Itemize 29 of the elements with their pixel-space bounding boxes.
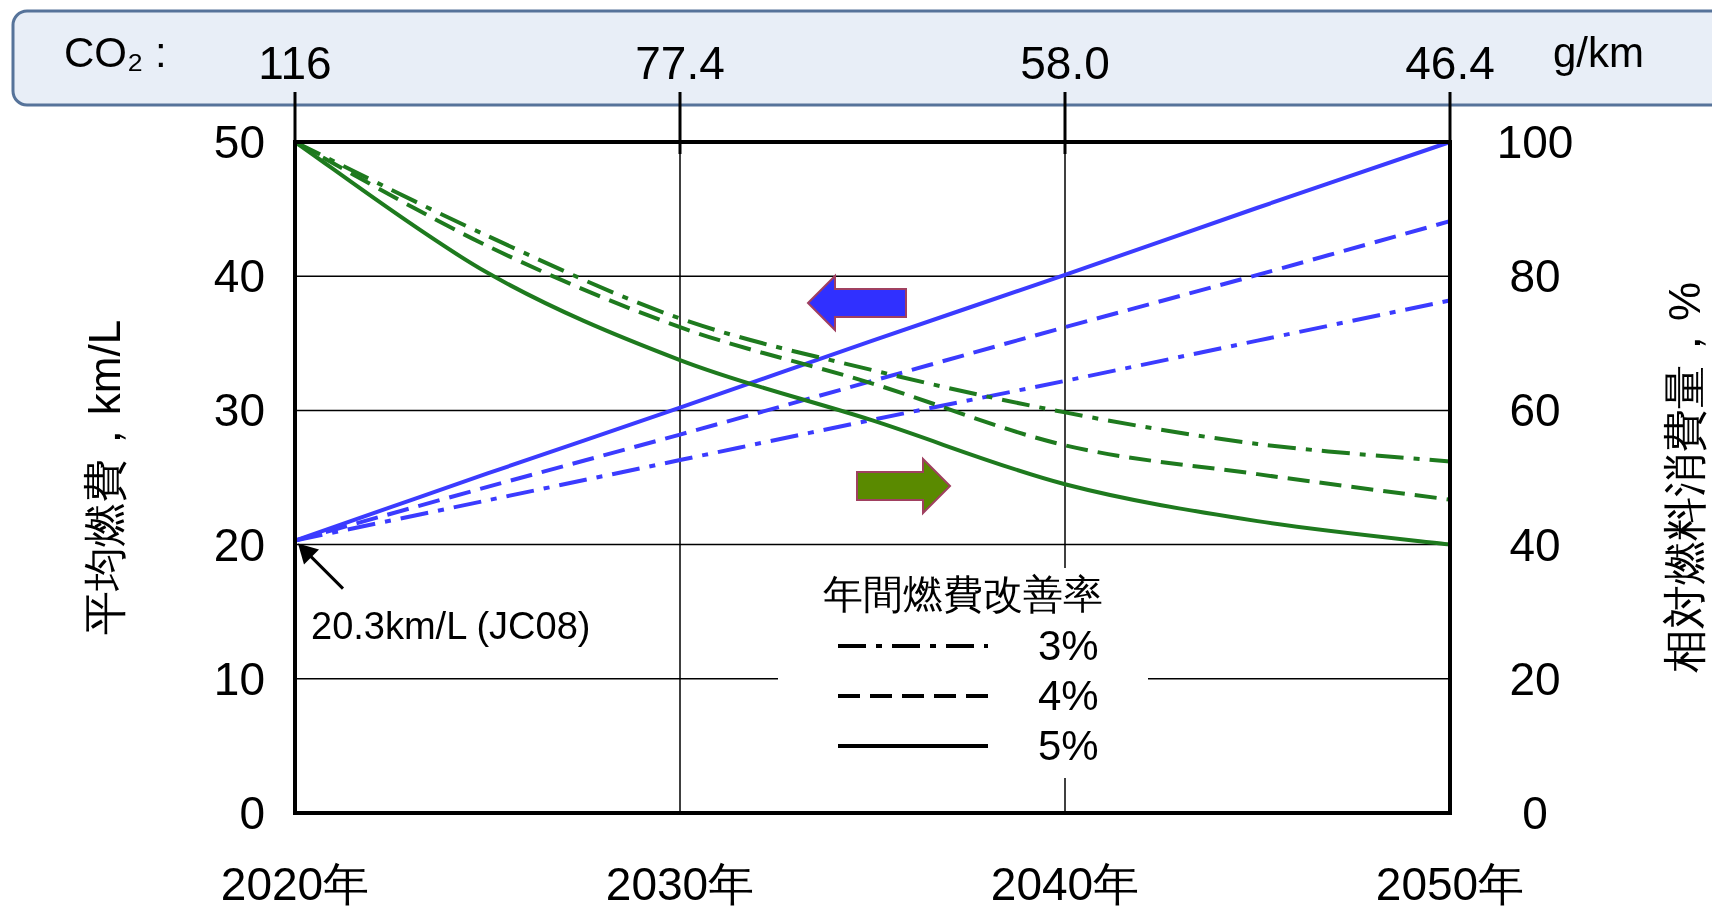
y-tick-label: 0: [239, 787, 265, 839]
y-tick-label: 10: [213, 652, 265, 705]
y2-axis-title: 相対燃料消費量，%: [1660, 281, 1709, 674]
y2-tick-label: 20: [1509, 652, 1561, 705]
y-tick-label: 50: [213, 116, 265, 168]
x-tick-label: 2050年: [1375, 858, 1525, 910]
x-tick-label: 2040年: [990, 858, 1140, 910]
y2-tick-label: 0: [1522, 787, 1548, 839]
y2-tick-label: 100: [1496, 116, 1574, 168]
text: 58.0: [1020, 37, 1110, 89]
text: g/km: [1553, 29, 1645, 76]
y2-tick-label: 40: [1509, 518, 1561, 571]
y2-tick-label: 80: [1509, 250, 1561, 303]
annotation: 20.3km/L (JC08): [311, 604, 591, 647]
y-tick-label: 40: [213, 250, 265, 303]
x-tick-label: 2030年: [605, 858, 755, 910]
y-tick-label: 30: [213, 384, 265, 437]
y-axis-title: 平均燃費，km/L: [80, 319, 129, 636]
text: CO₂ :: [64, 29, 167, 76]
y-tick-label: 20: [213, 518, 265, 571]
y2-tick-label: 60: [1509, 384, 1561, 437]
text: 116: [258, 37, 332, 89]
annotation: 4%: [1038, 672, 1099, 719]
annotation: 5%: [1038, 722, 1099, 769]
text: 46.4: [1405, 37, 1495, 89]
x-tick-label: 2020年: [220, 858, 370, 910]
legend-title: 年間燃費改善率: [823, 572, 1103, 616]
annotation: 3%: [1038, 622, 1099, 669]
text: 77.4: [635, 37, 725, 89]
